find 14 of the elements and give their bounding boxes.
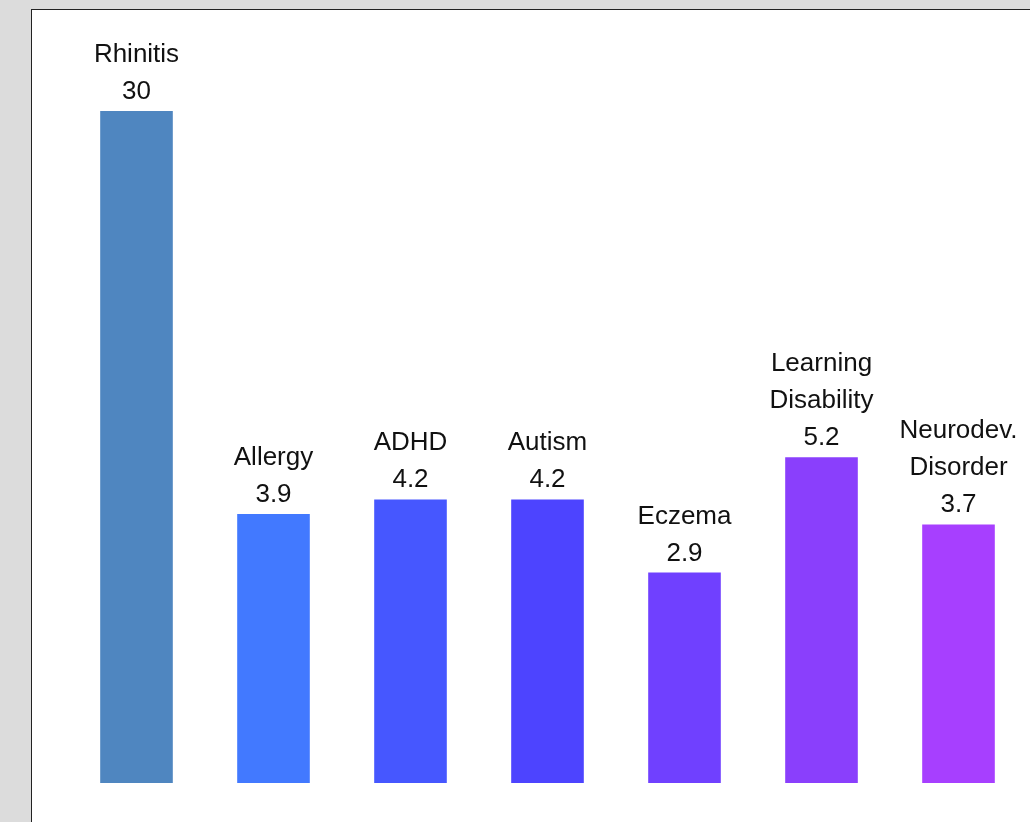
data-label: 4.2 xyxy=(392,463,429,494)
data-label: 30 xyxy=(122,74,151,105)
x-tick-label: ADHD xyxy=(373,426,448,457)
x-tick-label: Learning Disability xyxy=(769,347,874,415)
data-label: 5.2 xyxy=(803,421,840,452)
x-tick-label: Neurodev. Disorder xyxy=(899,414,1018,482)
data-label: 3.9 xyxy=(255,478,292,509)
x-tick-label: Allergy xyxy=(233,441,314,472)
x-tick-label: Eczema xyxy=(637,499,732,530)
data-label: 2.9 xyxy=(666,536,703,567)
data-label: 4.2 xyxy=(529,463,566,494)
x-tick-label: Autism xyxy=(507,426,588,457)
x-tick-label: Rhinitis xyxy=(93,37,180,68)
data-label: 3.7 xyxy=(940,488,977,519)
